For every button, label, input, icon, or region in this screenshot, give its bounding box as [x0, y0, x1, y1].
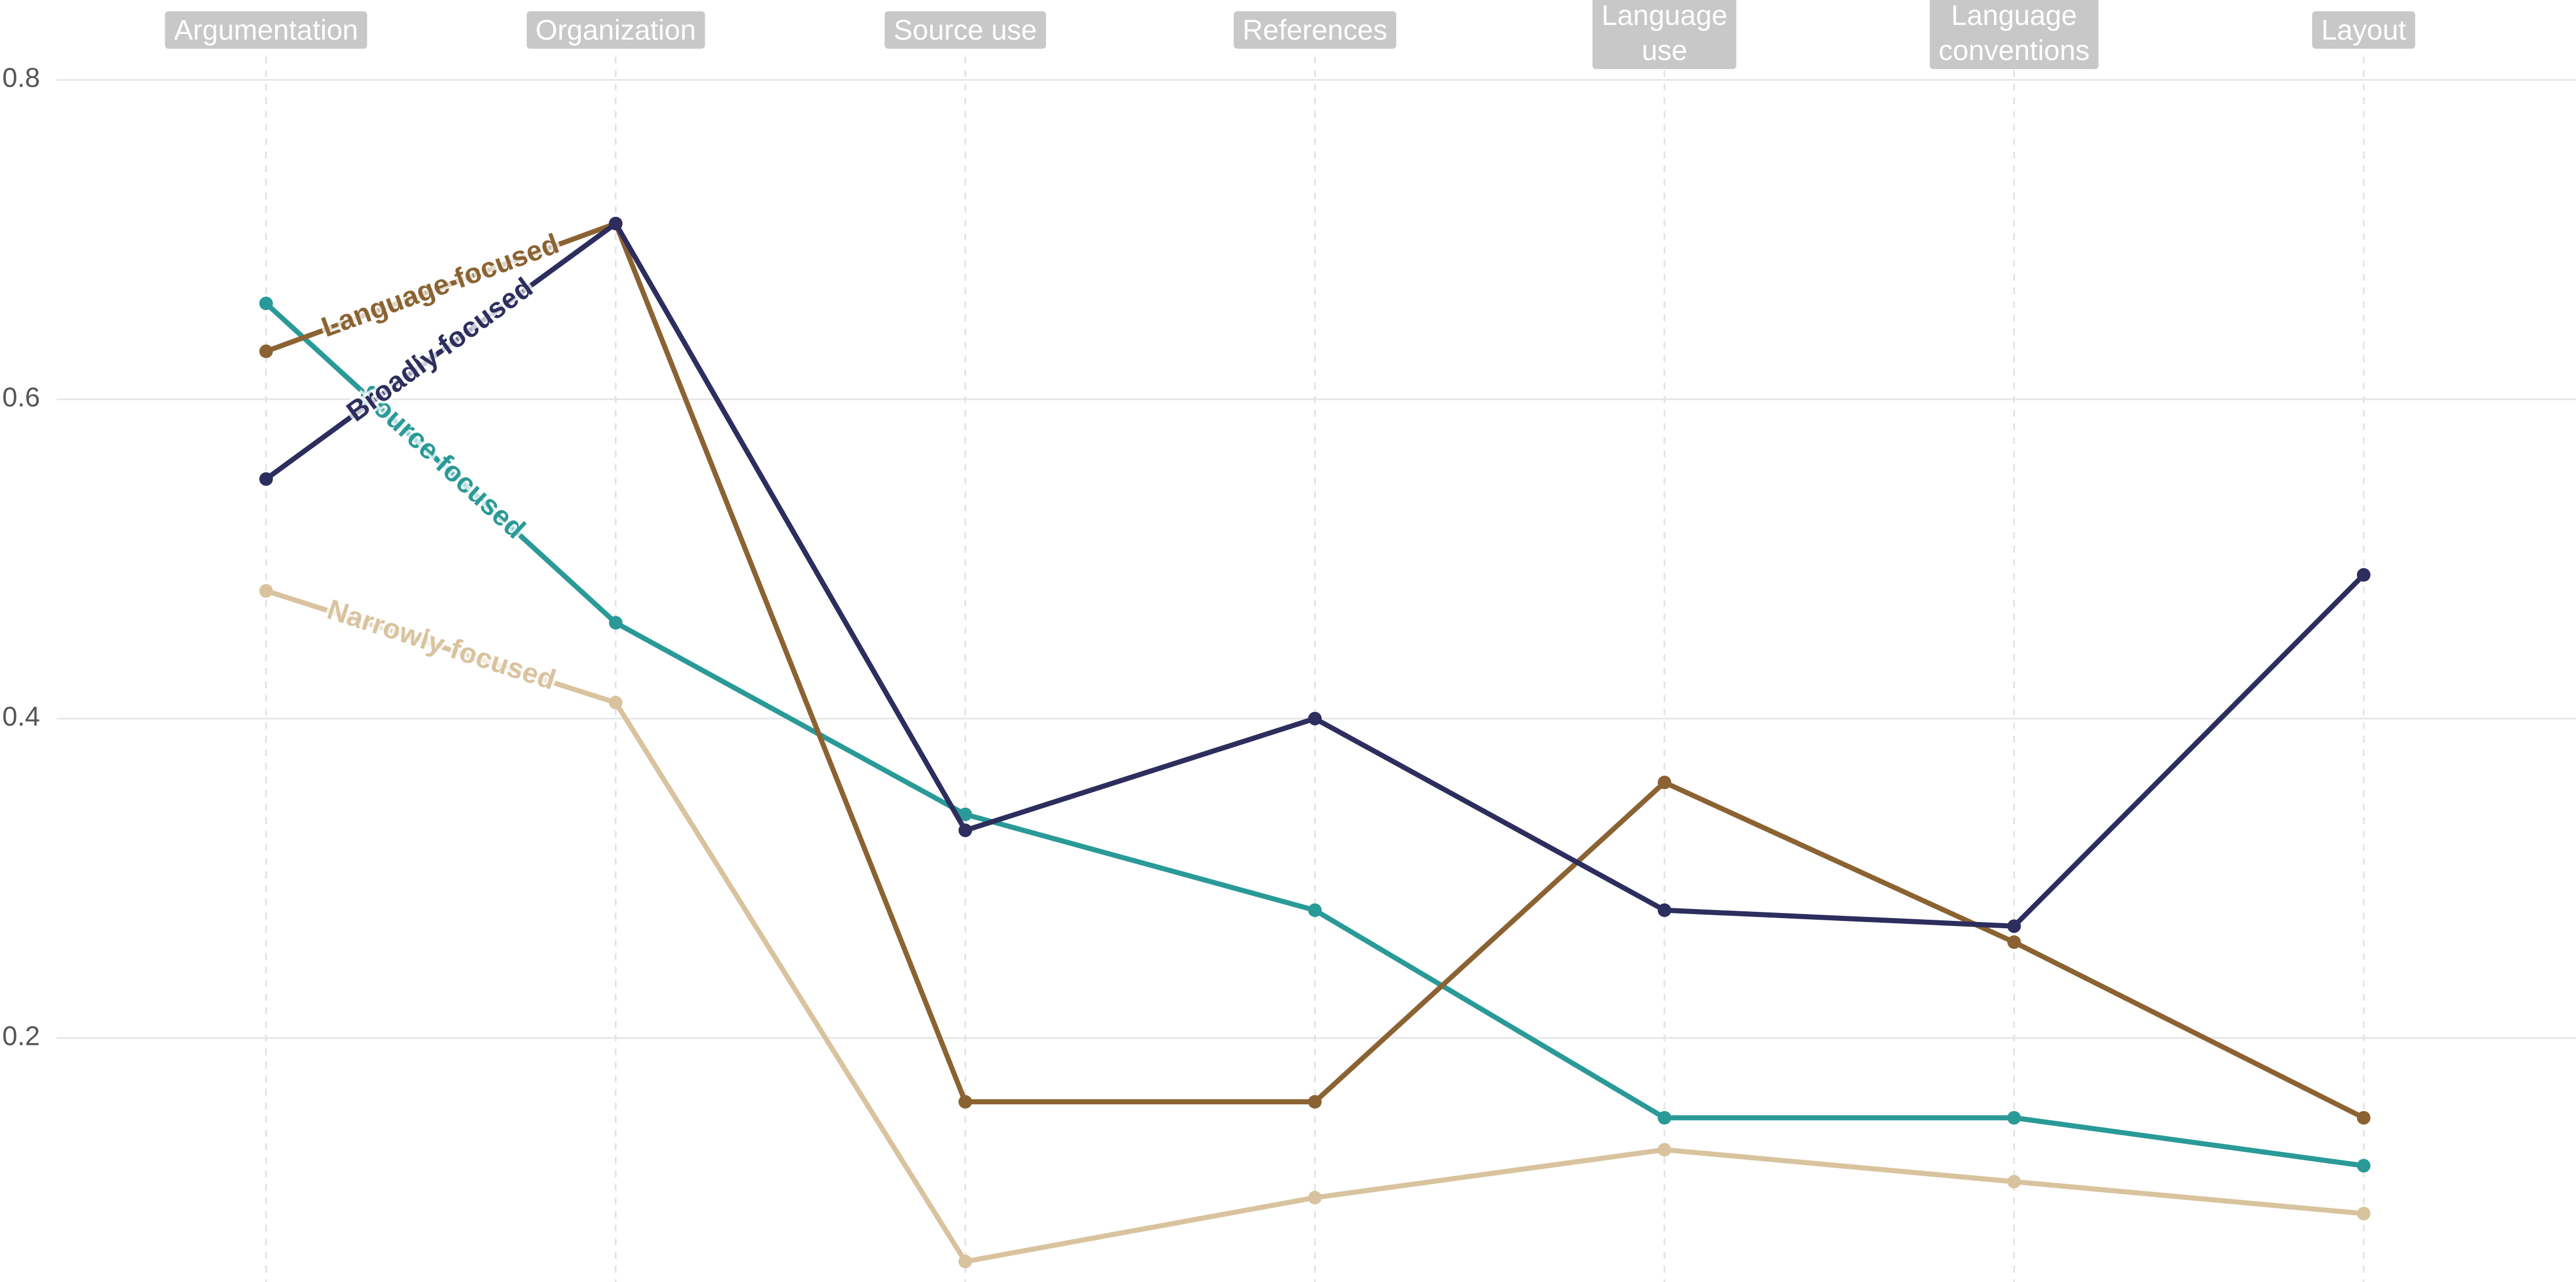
data-point	[1658, 775, 1671, 790]
y-tick-label: 0.6	[2, 383, 40, 413]
series-label-text: Narrowly focused	[321, 590, 563, 698]
category-label: Argumentation	[165, 11, 367, 49]
data-point	[1658, 1143, 1671, 1157]
y-tick-label: 0.4	[2, 702, 40, 732]
data-point	[609, 696, 623, 710]
data-point	[1308, 1095, 1322, 1109]
data-point	[259, 584, 273, 598]
data-point	[259, 344, 273, 358]
data-point	[958, 807, 972, 821]
y-tick-label: 0.2	[2, 1021, 40, 1051]
category-label: References	[1233, 11, 1397, 49]
y-tick-label: 0.8	[2, 63, 40, 93]
data-point	[2357, 1159, 2370, 1173]
data-point	[2007, 1111, 2021, 1125]
data-point	[1658, 1111, 1671, 1125]
data-point	[2007, 935, 2021, 949]
category-label: Language use	[1592, 0, 1737, 69]
data-point	[1308, 711, 1322, 726]
data-point	[1308, 1190, 1322, 1204]
data-point	[1658, 903, 1671, 917]
category-label: Organization	[526, 11, 705, 49]
data-point	[609, 616, 623, 630]
data-point	[2007, 919, 2021, 933]
data-point	[958, 824, 972, 838]
data-point	[958, 1254, 972, 1268]
category-label: Source use	[884, 11, 1046, 49]
data-point	[259, 472, 273, 486]
data-point	[958, 1095, 972, 1109]
data-point	[609, 216, 623, 230]
data-point	[2357, 1111, 2370, 1125]
data-point	[1308, 903, 1322, 917]
category-label: Layout	[2312, 11, 2416, 49]
series-label: Narrowly focused	[324, 593, 560, 696]
category-label: Language conventions	[1929, 0, 2099, 69]
data-point	[259, 297, 273, 311]
data-point	[2357, 568, 2370, 582]
data-point	[2357, 1207, 2370, 1221]
data-point	[2007, 1174, 2021, 1189]
